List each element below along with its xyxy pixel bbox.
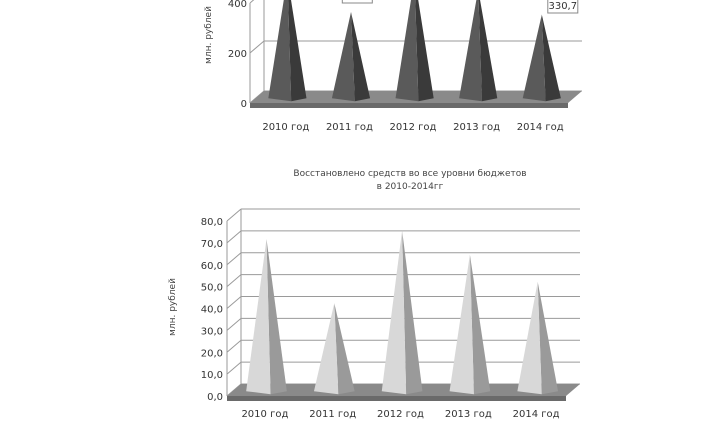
- gridline-side: [226, 317, 242, 331]
- x-tick-label: 2011 год: [326, 122, 373, 133]
- y-tick-label: 70,0: [201, 239, 223, 250]
- gridline-side: [226, 252, 242, 266]
- x-tick-label: 2014 год: [513, 409, 560, 420]
- cone-shadow: [415, 0, 434, 102]
- y-tick-label: 0,0: [207, 392, 223, 403]
- cone-bar: [517, 281, 542, 395]
- gridline-side: [226, 339, 242, 353]
- x-tick-label: 2012 год: [377, 409, 424, 420]
- data-label-box: [341, 0, 373, 4]
- y-axis-label: млн. рублей: [168, 278, 178, 336]
- y-tick-label: 60,0: [201, 261, 223, 272]
- cone-bar: [246, 239, 271, 395]
- gridline-side: [249, 40, 265, 54]
- y-tick-label: 50,0: [201, 283, 223, 294]
- y-tick-label: 20,0: [201, 348, 223, 359]
- cone-bar: [459, 0, 483, 102]
- chart-floor-edge: [227, 396, 566, 401]
- y-axis-label: млн. рублей: [204, 6, 214, 64]
- gridline-side: [226, 274, 242, 288]
- chart-floor-edge: [250, 103, 568, 108]
- chart-title: Восстановлено средств во все уровни бюдж…: [293, 169, 526, 179]
- cone-bar: [395, 0, 419, 102]
- cone-shadow: [541, 14, 561, 102]
- cone-bar: [449, 254, 474, 395]
- x-tick-label: 2010 год: [241, 409, 288, 420]
- chart-bottom: 0,0 10,0 20,0 30,0 40,0 50,0 60,0 70,0 80,0 2010 …: [168, 0, 580, 420]
- y-tick-label: 400: [228, 0, 247, 10]
- x-tick-label: 2012 год: [390, 122, 437, 133]
- cone-bar: [313, 303, 339, 395]
- cone-shadow: [266, 239, 287, 395]
- x-tick-label: 2010 год: [262, 122, 309, 133]
- gridline-side: [226, 208, 242, 222]
- y-tick-label: 10,0: [201, 370, 223, 381]
- y-tick-label: 30,0: [201, 326, 223, 337]
- cone-bar: [331, 12, 355, 102]
- cone-shadow: [288, 0, 307, 102]
- gridline-side: [226, 230, 242, 244]
- y-tick-label: 40,0: [201, 305, 223, 316]
- chart-title: в 2010-2014гг: [377, 182, 444, 192]
- x-tick-label: 2011 год: [309, 409, 356, 420]
- cone-shadow: [478, 0, 498, 102]
- gridline-side: [226, 361, 242, 375]
- cone-shadow: [351, 12, 371, 102]
- y-tick-label: 0: [241, 99, 247, 110]
- data-label: 330,7: [548, 1, 577, 12]
- cone-shadow: [469, 254, 491, 395]
- cone-shadow: [402, 230, 423, 395]
- cone-shadow: [334, 303, 355, 395]
- x-tick-label: 2013 год: [453, 122, 500, 133]
- data-label-box: [547, 0, 579, 14]
- y-tick-label: 80,0: [201, 217, 223, 228]
- cone-bar: [522, 14, 546, 102]
- x-tick-label: 2014 год: [517, 122, 564, 133]
- cone-bar: [268, 0, 292, 102]
- y-tick-label: 200: [228, 49, 247, 60]
- cone-shadow: [537, 281, 559, 395]
- gridline-side: [226, 296, 242, 309]
- cone-bar: [381, 230, 407, 395]
- gridline-side: [249, 0, 255, 4]
- x-tick-label: 2013 год: [445, 409, 492, 420]
- chart-top: 0 200 400 2010 год 2011 год 2012 год 2013 год 2…: [204, 0, 582, 133]
- data-label: 39,7: [346, 0, 368, 2]
